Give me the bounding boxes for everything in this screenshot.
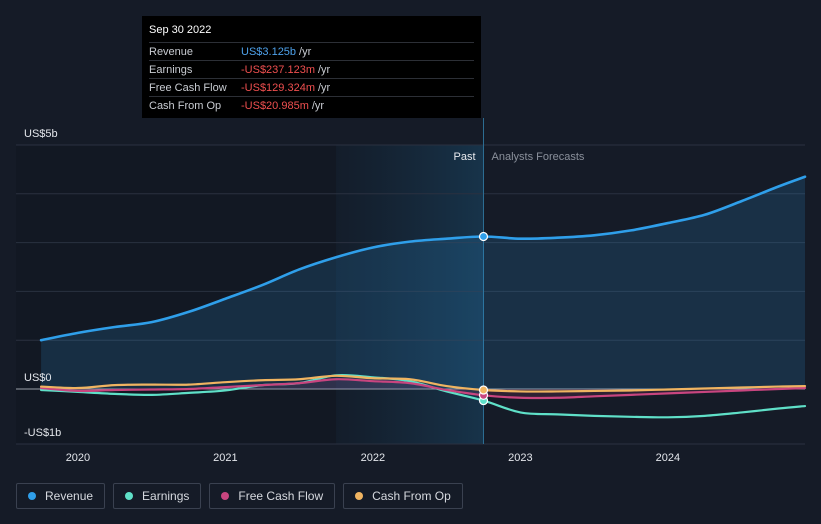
x-tick-label: 2022 [361, 452, 385, 464]
free-cash-flow-line [39, 378, 807, 400]
tooltip-value: -US$237.123m [241, 63, 315, 76]
tooltip-unit: /yr [318, 81, 331, 94]
tooltip-label: Cash From Op [149, 99, 222, 112]
legend-label: Free Cash Flow [238, 489, 324, 503]
legend-item-revenue[interactable]: Revenue [16, 483, 106, 509]
y-label-top: US$5b [24, 128, 58, 140]
legend-dot-icon [125, 492, 134, 500]
legend-label: Earnings [142, 489, 190, 503]
legend-dot-icon [28, 492, 36, 500]
tooltip-row-revenue: Revenue US$3.125b /yr [149, 42, 474, 60]
cash-from-op-marker [478, 385, 489, 395]
tooltip-value: -US$129.324m [241, 81, 315, 94]
tooltip-row-free-cash-flow: Free Cash Flow -US$129.324m /yr [149, 78, 474, 96]
x-tick-label: 2024 [656, 452, 680, 464]
tooltip-unit: /yr [299, 45, 312, 58]
tooltip-unit: /yr [311, 99, 325, 112]
legend-item-free-cash-flow[interactable]: Free Cash Flow [209, 483, 336, 509]
cash-from-op-line [39, 374, 807, 393]
tooltip-label: Revenue [149, 45, 194, 58]
legend-item-earnings[interactable]: Earnings [113, 483, 202, 509]
legend-dot-icon [355, 492, 364, 500]
legend-dot-icon [221, 492, 230, 500]
tooltip-date: Sep 30 2022 [149, 24, 212, 36]
legend-label: Cash From Op [372, 489, 451, 503]
revenue-line [39, 175, 807, 342]
x-tick-label: 2023 [508, 452, 532, 464]
tooltip-value: US$3.125b [241, 45, 297, 58]
data-tooltip: Sep 30 2022 Revenue US$3.125b /yr Earnin… [142, 16, 481, 118]
y-label-zero: US$0 [24, 372, 52, 384]
past-label: Past [453, 151, 475, 163]
revenue-area [41, 176, 805, 389]
tooltip-row-cash-from-op: Cash From Op -US$20.985m /yr [149, 96, 474, 114]
legend-label: Revenue [45, 489, 94, 503]
tooltip-label: Earnings [149, 63, 193, 76]
revenue-marker [478, 231, 489, 242]
tooltip-row-earnings: Earnings -US$237.123m /yr [149, 60, 474, 78]
legend-item-cash-from-op[interactable]: Cash From Op [343, 483, 463, 509]
tooltip-unit: /yr [318, 63, 331, 76]
x-tick-label: 2020 [66, 452, 90, 464]
tooltip-value: -US$20.985m [241, 99, 309, 112]
forecast-label: Analysts Forecasts [492, 151, 585, 163]
y-label-bottom: -US$1b [24, 427, 61, 439]
chart-legend: Revenue Earnings Free Cash Flow Cash Fro… [16, 483, 463, 509]
x-tick-label: 2021 [213, 452, 237, 464]
tooltip-label: Free Cash Flow [149, 81, 227, 94]
free-cash-flow-area [41, 379, 805, 399]
